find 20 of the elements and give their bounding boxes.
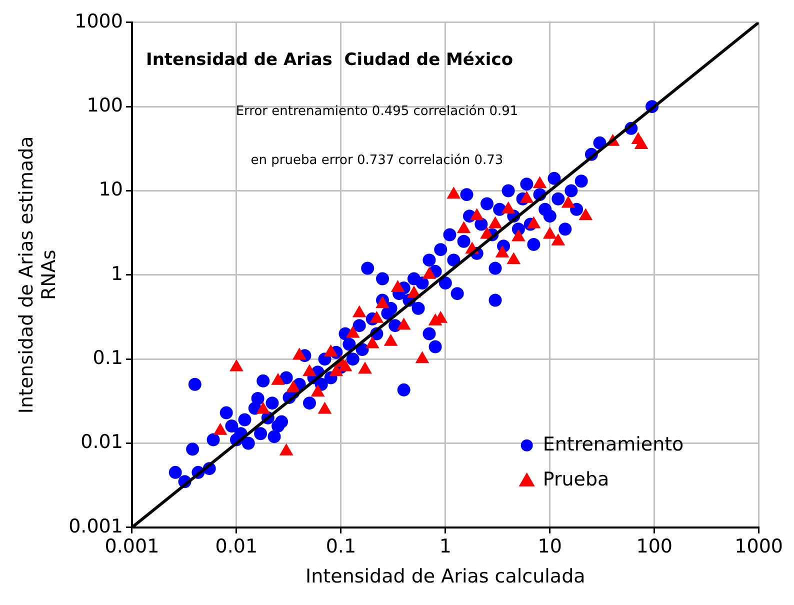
- text: Intensidad de Arias Ciudad de México: [146, 50, 514, 70]
- x-tick-label: 100: [636, 536, 672, 558]
- x-tick-label: 1: [439, 536, 452, 558]
- x-tick-label: 0.1: [326, 536, 356, 558]
- x-axis-title: Intensidad de Arias calculada: [306, 566, 586, 588]
- x-tick-label: 10: [538, 536, 562, 558]
- y-tick-label: 0.1: [92, 347, 123, 370]
- y-tick-label: 100: [86, 94, 123, 117]
- y-tick-label: 10: [98, 178, 123, 201]
- x-tick-label: 1000: [734, 536, 784, 558]
- y-tick-label: 1: [110, 262, 123, 285]
- y-tick-label: 1000: [74, 10, 123, 32]
- legend-label: Entrenamiento: [542, 433, 684, 456]
- annotation: en prueba error 0.737 correlación 0.73: [250, 152, 504, 168]
- annotation: Error entrenamiento 0.495 correlación 0.91: [236, 104, 518, 119]
- legend-label: Prueba: [542, 468, 610, 490]
- x-tick-label: 0.01: [215, 536, 258, 558]
- y-tick-label: 0.01: [80, 431, 123, 454]
- y-tick-label: 0.001: [68, 515, 123, 538]
- y-axis-title: Intensidad de Arias estimada RNAs: [15, 136, 60, 414]
